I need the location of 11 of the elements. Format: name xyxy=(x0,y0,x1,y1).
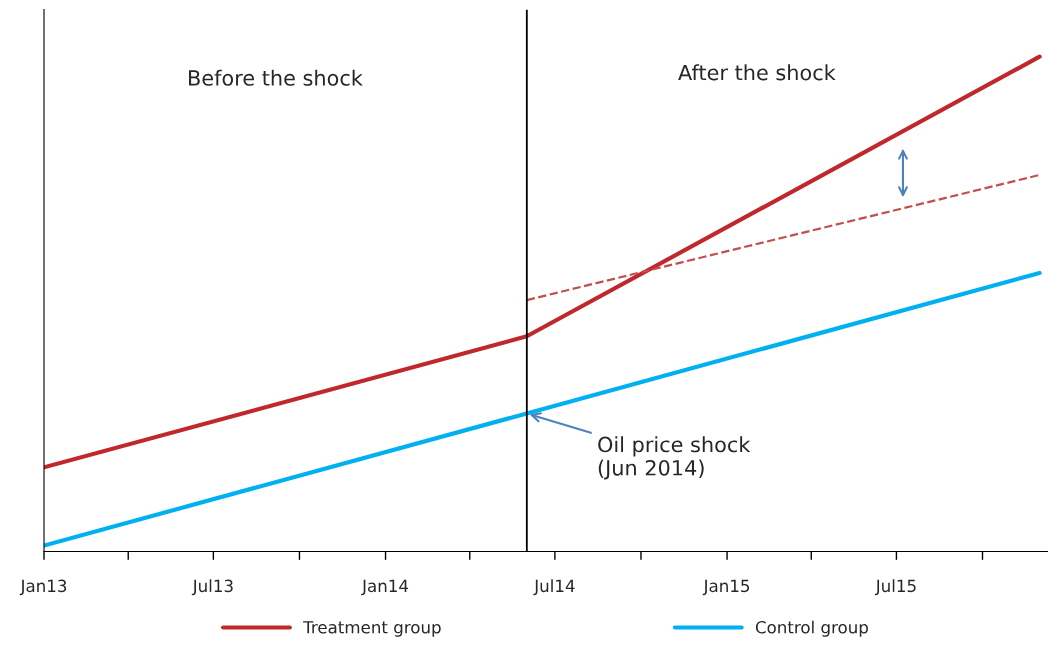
legend-label: Treatment group xyxy=(303,621,441,637)
x-tick-label: Jul13 xyxy=(191,579,233,596)
x-tick-label: Jan15 xyxy=(702,579,750,596)
x-tick-label: Jul15 xyxy=(874,579,916,596)
annotation: After the shock xyxy=(678,64,836,81)
x-tick-label: Jul14 xyxy=(533,579,575,596)
annotation: Before the shock xyxy=(189,69,363,86)
legend-label: Control group xyxy=(755,620,868,637)
x-tick-label: Jan14 xyxy=(361,579,409,596)
x-tick-label: Jan13 xyxy=(19,579,67,596)
annotation: Oil price shock (Jun 2014) xyxy=(598,436,751,480)
